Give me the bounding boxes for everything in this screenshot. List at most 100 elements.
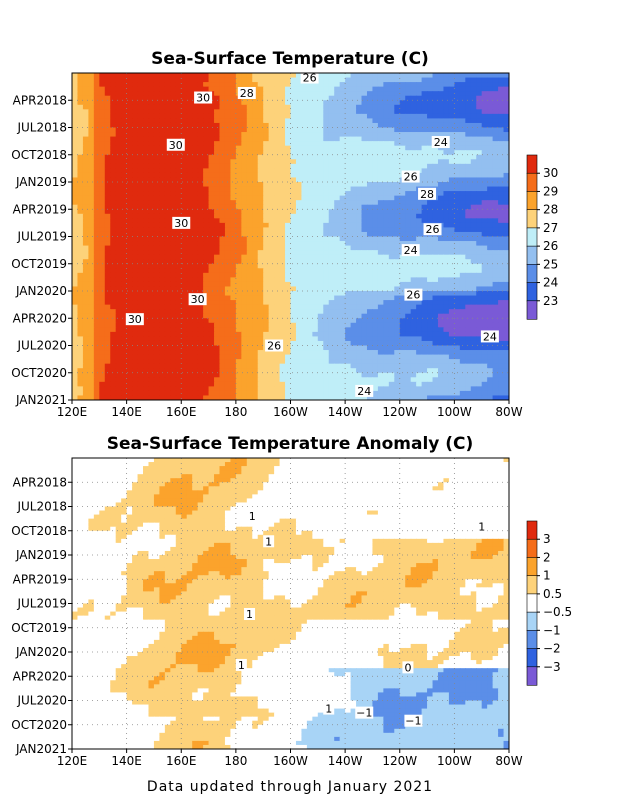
heatmap-cell [110, 77, 117, 83]
heatmap-cell [459, 295, 466, 301]
heatmap-cell [285, 327, 292, 333]
heatmap-cell [295, 286, 303, 292]
heatmap-cell [257, 241, 264, 247]
heatmap-cell [492, 227, 499, 233]
heatmap-cell [437, 268, 445, 274]
heatmap-cell [93, 318, 100, 324]
heatmap-cell [356, 95, 363, 101]
heatmap-cell [115, 218, 122, 224]
heatmap-cell [383, 250, 390, 256]
heatmap-cell [132, 272, 139, 278]
heatmap-cell [388, 209, 395, 215]
heatmap-cell [170, 250, 177, 256]
heatmap-cell [72, 95, 79, 101]
heatmap-cell [235, 254, 242, 260]
heatmap-cell [214, 91, 221, 97]
heatmap-cell [82, 309, 89, 315]
heatmap-cell [454, 91, 461, 97]
heatmap-cell [235, 118, 242, 124]
heatmap-cell [465, 268, 472, 274]
heatmap-cell [263, 100, 270, 106]
heatmap-cell [192, 250, 199, 256]
heatmap-cell [170, 159, 177, 165]
heatmap-cell [345, 231, 352, 238]
heatmap-cell [503, 73, 509, 79]
heatmap-cell [372, 91, 379, 97]
heatmap-cell [72, 191, 79, 197]
heatmap-cell [181, 263, 188, 269]
heatmap-cell [219, 309, 226, 315]
heatmap-cell [132, 354, 139, 360]
heatmap-cell [235, 209, 242, 215]
heatmap-cell [257, 268, 264, 274]
heatmap-cell [290, 340, 297, 347]
heatmap-cell [427, 73, 434, 79]
heatmap-cell [279, 227, 286, 233]
heatmap-cell [383, 309, 390, 315]
heatmap-cell [405, 231, 412, 238]
heatmap-cell [143, 272, 150, 278]
heatmap-cell [88, 345, 95, 351]
heatmap-cell [295, 145, 303, 151]
heatmap-cell [268, 132, 275, 138]
heatmap-cell [361, 222, 368, 229]
heatmap-cell [443, 118, 450, 124]
heatmap-cell [394, 177, 401, 183]
heatmap-cell [503, 327, 509, 333]
heatmap-cell [285, 177, 292, 183]
heatmap-cell [410, 254, 417, 260]
heatmap-cell [137, 309, 144, 315]
heatmap-cell [481, 113, 488, 120]
heatmap-cell [263, 204, 270, 210]
heatmap-cell [339, 245, 346, 251]
heatmap-cell [366, 200, 374, 206]
heatmap-cell [72, 86, 79, 92]
heatmap-cell [372, 118, 379, 124]
heatmap-cell [246, 109, 253, 115]
heatmap-cell [110, 350, 117, 356]
heatmap-cell [164, 259, 171, 265]
heatmap-cell [241, 331, 248, 338]
heatmap-cell [230, 304, 237, 310]
heatmap-cell [110, 127, 117, 133]
heatmap-cell [356, 263, 363, 269]
heatmap-cell [388, 91, 395, 97]
heatmap-cell [72, 145, 79, 151]
heatmap-cell [443, 159, 450, 165]
heatmap-cell [148, 122, 155, 129]
heatmap-cell [503, 318, 509, 324]
heatmap-cell [192, 182, 199, 188]
heatmap-cell [377, 204, 384, 210]
heatmap-cell [99, 277, 106, 283]
heatmap-cell [454, 277, 461, 283]
heatmap-cell [437, 209, 445, 215]
heatmap-cell [498, 336, 505, 342]
heatmap-cell [170, 245, 177, 251]
heatmap-cell [252, 300, 259, 306]
heatmap-cell [224, 331, 232, 338]
heatmap-cell [465, 291, 472, 297]
heatmap-cell [153, 186, 160, 192]
heatmap-cell [230, 172, 237, 179]
heatmap-cell [93, 168, 100, 174]
heatmap-cell [279, 218, 286, 224]
heatmap-cell [252, 227, 259, 233]
heatmap-cell [230, 195, 237, 201]
heatmap-cell [443, 73, 450, 79]
heatmap-cell [416, 263, 423, 269]
heatmap-cell [82, 122, 89, 129]
heatmap-cell [454, 141, 461, 147]
heatmap-cell [186, 122, 193, 129]
heatmap-cell [388, 272, 395, 278]
heatmap-cell [77, 300, 84, 306]
heatmap-cell [459, 177, 466, 183]
heatmap-cell [361, 345, 368, 351]
heatmap-cell [437, 113, 445, 120]
heatmap-cell [77, 286, 84, 292]
heatmap-cell [323, 163, 330, 169]
heatmap-cell [263, 231, 270, 238]
heatmap-cell [132, 263, 139, 269]
heatmap-cell [323, 91, 330, 97]
heatmap-cell [481, 191, 488, 197]
heatmap-cell [394, 195, 401, 201]
